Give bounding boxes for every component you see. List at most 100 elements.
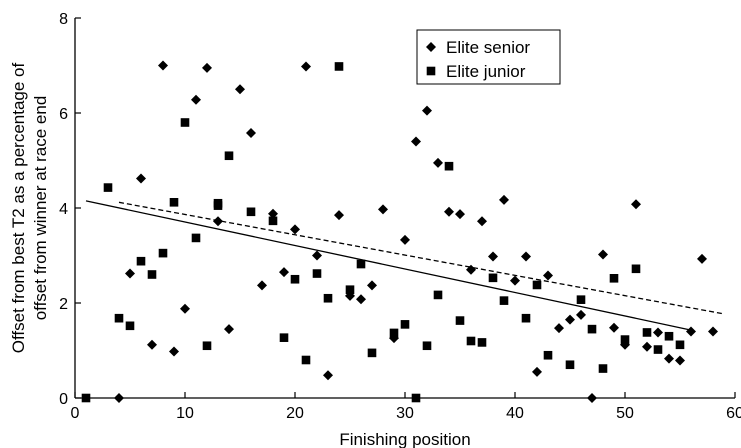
point-elite-senior (598, 249, 608, 260)
point-elite-junior (609, 274, 619, 283)
ticks: 0 10 20 30 40 50 60 0 2 4 6 8 (59, 11, 741, 422)
point-elite-senior (444, 206, 454, 217)
point-elite-senior (488, 251, 498, 262)
point-elite-senior (290, 224, 300, 235)
point-elite-senior (466, 264, 476, 275)
point-elite-junior (400, 320, 410, 329)
point-elite-junior (103, 183, 113, 192)
point-elite-junior (334, 62, 344, 71)
point-elite-senior (400, 234, 410, 245)
x-tick-label: 0 (71, 405, 80, 422)
point-elite-junior (136, 256, 146, 266)
point-elite-junior (565, 360, 575, 370)
point-elite-junior (279, 333, 289, 342)
point-elite-senior (477, 216, 487, 227)
y-tick-label: 8 (59, 11, 68, 28)
point-elite-junior (587, 324, 597, 334)
point-elite-senior (147, 339, 157, 350)
point-elite-junior (543, 350, 553, 360)
point-elite-junior (642, 328, 652, 337)
point-elite-senior (334, 210, 344, 221)
point-elite-senior (653, 327, 663, 338)
point-elite-junior (367, 348, 377, 358)
point-elite-junior (81, 393, 91, 403)
point-elite-junior (653, 345, 663, 354)
point-elite-senior (499, 194, 509, 205)
point-elite-senior (180, 303, 190, 314)
legend-marker-elite-senior (426, 42, 436, 52)
point-elite-senior (631, 199, 641, 210)
trend-lines (85, 200, 725, 331)
x-tick-label: 10 (176, 405, 194, 422)
point-elite-senior (609, 322, 619, 333)
point-elite-junior (598, 364, 608, 373)
point-elite-senior (312, 250, 322, 261)
x-tick-label: 30 (396, 405, 414, 422)
legend-marker-elite-junior (426, 66, 436, 76)
data-points (81, 60, 718, 403)
point-elite-senior (367, 280, 377, 291)
point-elite-senior (158, 60, 168, 71)
point-elite-junior (125, 321, 135, 331)
point-elite-senior (169, 346, 179, 357)
point-elite-senior (554, 323, 564, 334)
point-elite-senior (686, 326, 696, 337)
point-elite-senior (642, 341, 652, 352)
legend-label-elite-junior: Elite junior (446, 62, 526, 81)
point-elite-senior (114, 393, 124, 403)
point-elite-senior (708, 326, 718, 337)
point-elite-senior (213, 216, 223, 227)
x-axis-title: Finishing position (339, 430, 470, 448)
point-elite-senior (202, 62, 212, 73)
point-elite-senior (301, 61, 311, 72)
point-elite-junior (246, 207, 256, 217)
point-elite-senior (125, 268, 135, 279)
y-tick-label: 0 (59, 391, 68, 408)
x-tick-label: 40 (506, 405, 524, 422)
point-elite-junior (576, 295, 586, 304)
point-elite-junior (224, 151, 234, 161)
point-elite-junior (213, 201, 223, 210)
y-tick-label: 4 (59, 201, 68, 218)
point-elite-junior (169, 198, 179, 207)
point-elite-senior (675, 355, 685, 366)
legend-box (416, 29, 561, 85)
point-elite-senior (521, 251, 531, 262)
point-elite-senior (323, 370, 333, 381)
point-elite-senior (191, 94, 201, 105)
y-tick-label: 2 (59, 296, 68, 313)
point-elite-senior (543, 270, 553, 281)
point-elite-junior (290, 274, 300, 284)
x-tick-label: 60 (726, 405, 741, 422)
point-elite-senior (510, 275, 520, 286)
point-elite-senior (378, 204, 388, 215)
point-elite-senior (664, 353, 674, 364)
point-elite-junior (180, 118, 190, 127)
point-elite-senior (565, 314, 575, 325)
point-elite-senior (356, 294, 366, 305)
point-elite-junior (411, 393, 421, 403)
point-elite-junior (345, 285, 355, 294)
point-elite-junior (433, 290, 443, 300)
x-tick-label: 20 (286, 405, 304, 422)
point-elite-junior (191, 233, 201, 243)
point-elite-junior (356, 259, 366, 269)
point-elite-senior (246, 127, 256, 138)
point-elite-junior (477, 338, 487, 347)
legend-label-elite-senior: Elite senior (446, 38, 530, 57)
point-elite-junior (521, 313, 531, 323)
point-elite-junior (675, 340, 685, 350)
point-elite-junior (158, 248, 168, 258)
point-elite-junior (466, 336, 476, 346)
point-elite-senior (587, 393, 597, 403)
point-elite-senior (433, 157, 443, 168)
y-tick-label: 6 (59, 106, 68, 123)
point-elite-junior (488, 273, 498, 283)
point-elite-senior (235, 84, 245, 95)
point-elite-senior (224, 324, 234, 335)
point-elite-junior (202, 341, 212, 351)
point-elite-senior (411, 136, 421, 147)
y-axis-title-line-1: Offset from best T2 as a percentage of (9, 63, 28, 354)
point-elite-junior (631, 264, 641, 274)
